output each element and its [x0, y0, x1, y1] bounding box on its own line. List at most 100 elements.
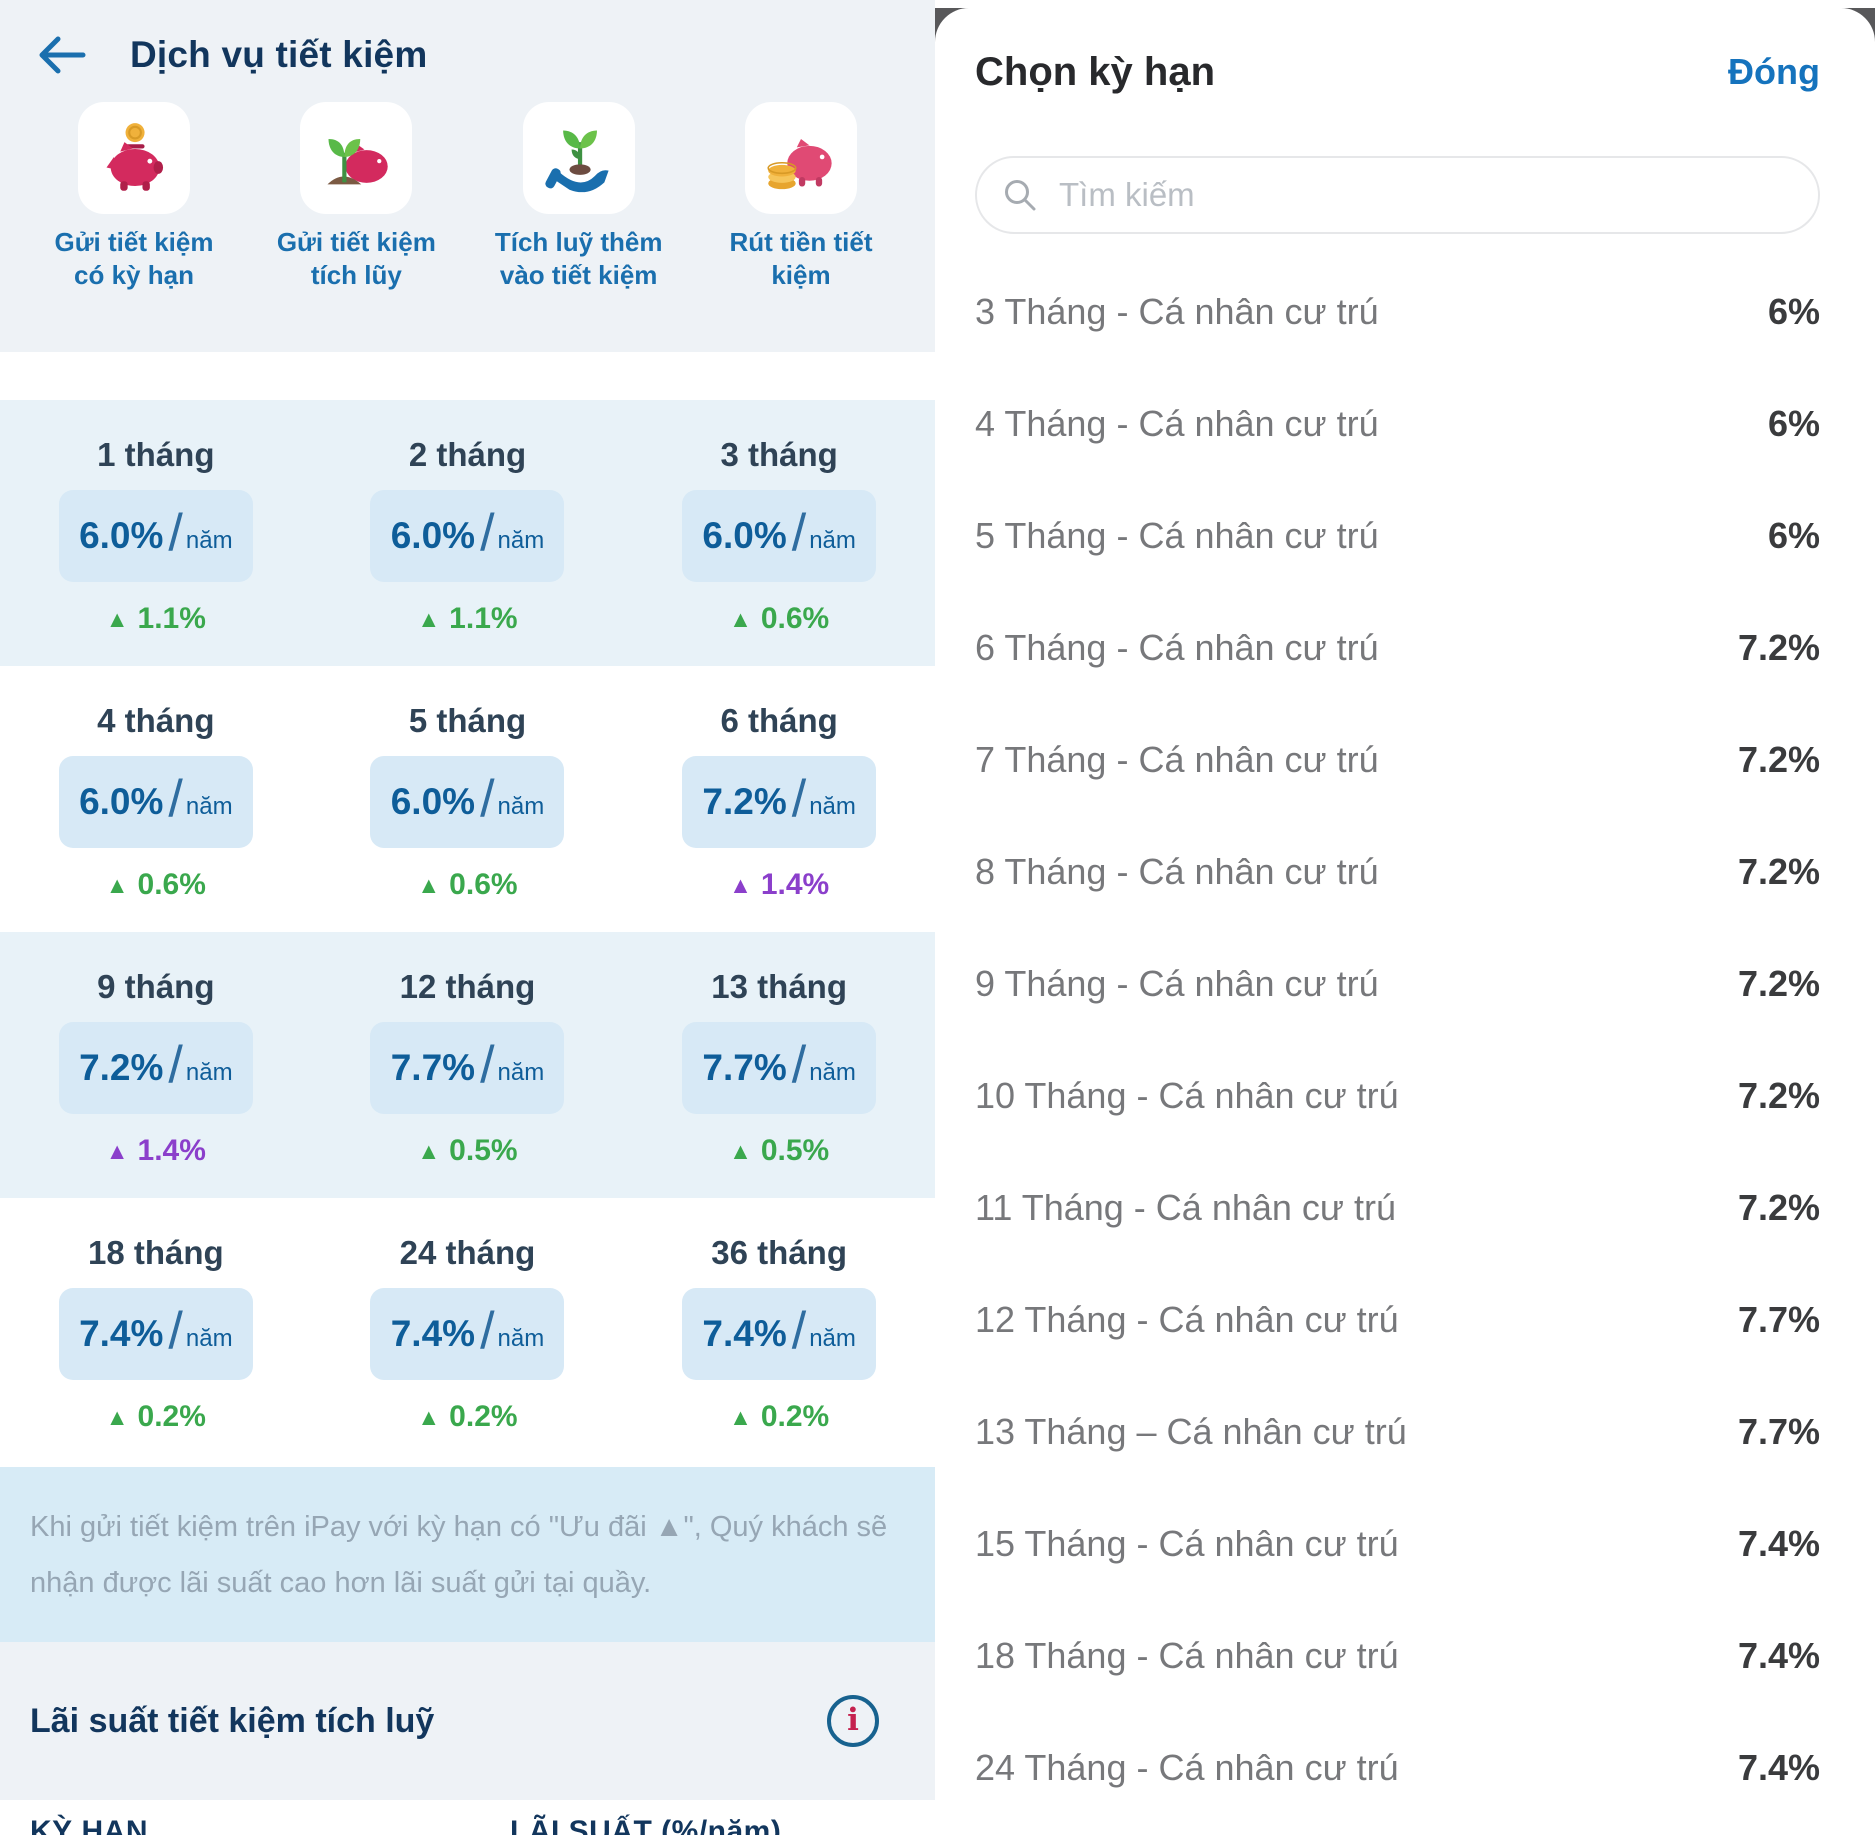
term-option[interactable]: 4 Tháng - Cá nhân cư trú 6%: [975, 368, 1820, 480]
info-icon[interactable]: i: [827, 1695, 879, 1747]
term-label: 2 tháng: [408, 436, 527, 473]
term-option[interactable]: 15 Tháng - Cá nhân cư trú 7.4%: [975, 1488, 1820, 1600]
rate-table-header: KỲ HẠN LÃI SUẤT (%/năm): [0, 1800, 935, 1835]
back-arrow-icon[interactable]: [36, 34, 88, 76]
term-option-label: 13 Tháng – Cá nhân cư trú: [975, 1411, 1407, 1452]
rate-cell: 36 tháng 7.4% / năm ▲ 0.2%: [623, 1198, 935, 1464]
triangle-up-icon: ▲: [729, 1137, 752, 1164]
triangle-up-icon: ▲: [729, 1403, 752, 1430]
page-title: Dịch vụ tiết kiệm: [130, 34, 428, 75]
accumulated-savings-section: Lãi suất tiết kiệm tích luỹ i: [0, 1642, 935, 1800]
rate-value: 7.4%: [79, 1313, 164, 1354]
rate-chip: 6.0% / năm: [370, 490, 565, 582]
table-header-term: KỲ HẠN: [30, 1815, 149, 1835]
term-option[interactable]: 5 Tháng - Cá nhân cư trú 6%: [975, 480, 1820, 592]
term-picker-sheet: Chọn kỳ hạn Đóng 3 Tháng - Cá nhân cư tr…: [935, 8, 1875, 1835]
rate-cell: 3 tháng 6.0% / năm ▲ 0.6%: [623, 400, 935, 666]
term-label: 24 tháng: [399, 1234, 536, 1271]
rate-row: 9 tháng 7.2% / năm ▲ 1.4% 12 tháng 7.7% …: [0, 932, 935, 1198]
term-option-rate: 7.2%: [1737, 1075, 1820, 1116]
term-label: 9 tháng: [97, 968, 215, 1005]
term-option[interactable]: 13 Tháng – Cá nhân cư trú 7.7%: [975, 1376, 1820, 1488]
rate-cell: 18 tháng 7.4% / năm ▲ 0.2%: [0, 1198, 312, 1464]
term-option-rate: 6%: [1767, 291, 1820, 332]
search-input[interactable]: [1059, 176, 1792, 214]
term-label: 1 tháng: [97, 436, 215, 473]
rate-delta: ▲ 1.1%: [417, 602, 518, 635]
triangle-up-icon: ▲: [729, 605, 752, 632]
triangle-up-icon: ▲: [105, 871, 129, 898]
rate-unit: năm: [497, 1325, 545, 1352]
rate-unit: năm: [809, 527, 856, 554]
term-option[interactable]: 18 Tháng - Cá nhân cư trú 7.4%: [975, 1600, 1820, 1712]
modal-header: Chọn kỳ hạn Đóng: [975, 8, 1820, 104]
term-label: 36 tháng: [711, 1234, 847, 1271]
rate-value: 7.7%: [702, 1047, 787, 1088]
term-option-label: 6 Tháng - Cá nhân cư trú: [975, 627, 1379, 668]
rate-value: 7.4%: [702, 1313, 787, 1354]
rate-value: 6.0%: [390, 781, 476, 822]
term-option[interactable]: 8 Tháng - Cá nhân cư trú 7.2%: [975, 816, 1820, 928]
rate-delta: ▲ 1.4%: [105, 1134, 206, 1167]
header: Dịch vụ tiết kiệm: [0, 0, 935, 76]
service-label: Rút tiền tiết kiệm: [729, 227, 873, 290]
rate-cell: 6 tháng 7.2% / năm ▲ 1.4%: [623, 666, 935, 932]
rate-unit: năm: [809, 1325, 856, 1352]
term-option[interactable]: 9 Tháng - Cá nhân cư trú 7.2%: [975, 928, 1820, 1040]
term-option[interactable]: 12 Tháng - Cá nhân cư trú 7.7%: [975, 1264, 1820, 1376]
rate-chip: 7.7% / năm: [370, 1022, 565, 1114]
term-option-label: 4 Tháng - Cá nhân cư trú: [975, 403, 1379, 444]
search-bar[interactable]: [975, 156, 1820, 234]
term-option[interactable]: 11 Tháng - Cá nhân cư trú 7.2%: [975, 1152, 1820, 1264]
rate-value: 6.0%: [702, 515, 787, 556]
term-label: 5 tháng: [408, 702, 527, 739]
rate-chip: 7.2% / năm: [58, 1022, 253, 1114]
rate-chip: 7.4% / năm: [370, 1288, 565, 1380]
term-option[interactable]: 6 Tháng - Cá nhân cư trú 7.2%: [975, 592, 1820, 704]
term-label: 6 tháng: [720, 702, 838, 739]
rate-delta: ▲ 0.6%: [729, 602, 830, 635]
triangle-up-icon: ▲: [105, 1403, 129, 1430]
rate-chip: 7.7% / năm: [682, 1022, 877, 1114]
term-option-label: 24 Tháng - Cá nhân cư trú: [975, 1747, 1399, 1788]
rate-value: 6.0%: [79, 515, 164, 556]
rate-delta: ▲ 0.5%: [729, 1134, 830, 1167]
close-button[interactable]: Đóng: [1728, 51, 1820, 92]
rate-delta: ▲ 1.1%: [105, 602, 206, 635]
service-item[interactable]: Gửi tiết kiệm có kỳ hạn: [30, 102, 238, 292]
triangle-up-icon: ▲: [105, 1137, 129, 1164]
term-option-label: 11 Tháng - Cá nhân cư trú: [975, 1187, 1397, 1228]
triangle-up-icon: ▲: [417, 871, 441, 898]
term-option-label: 3 Tháng - Cá nhân cư trú: [975, 291, 1379, 332]
service-label: Gửi tiết kiệm tích lũy: [276, 227, 436, 290]
term-option[interactable]: 24 Tháng - Cá nhân cư trú 7.4%: [975, 1712, 1820, 1824]
service-item[interactable]: Gửi tiết kiệm tích lũy: [252, 102, 460, 292]
service-label: Gửi tiết kiệm có kỳ hạn: [54, 227, 214, 290]
term-picker-modal: Chọn kỳ hạn Đóng 3 Tháng - Cá nhân cư tr…: [935, 8, 1875, 1835]
rate-unit: năm: [809, 793, 856, 820]
rate-cell: 2 tháng 6.0% / năm ▲ 1.1%: [312, 400, 624, 666]
triangle-up-icon: ▲: [417, 605, 441, 632]
rate-value: 7.7%: [390, 1047, 476, 1088]
savings-services-screen: Dịch vụ tiết kiệm Gửi tiết kiệm có kỳ hạ…: [0, 0, 935, 1835]
term-option[interactable]: 10 Tháng - Cá nhân cư trú 7.2%: [975, 1040, 1820, 1152]
rate-unit: năm: [809, 1059, 856, 1086]
rate-value: 7.4%: [390, 1313, 476, 1354]
term-option-rate: 7.2%: [1737, 851, 1820, 892]
term-option-rate: 6%: [1767, 403, 1820, 444]
rate-chip: 7.4% / năm: [682, 1288, 877, 1380]
rate-value: 7.2%: [702, 781, 787, 822]
rate-chip: 6.0% / năm: [58, 756, 253, 848]
accumulated-savings-title: Lãi suất tiết kiệm tích luỹ: [30, 1701, 435, 1740]
service-label: Tích luỹ thêm vào tiết kiệm: [494, 227, 663, 290]
term-option[interactable]: 7 Tháng - Cá nhân cư trú 7.2%: [975, 704, 1820, 816]
service-item[interactable]: Rút tiền tiết kiệm: [697, 102, 905, 292]
service-item[interactable]: Tích luỹ thêm vào tiết kiệm: [475, 102, 683, 292]
rate-chip: 7.2% / năm: [682, 756, 877, 848]
term-option[interactable]: 3 Tháng - Cá nhân cư trú 6%: [975, 256, 1820, 368]
rate-delta: ▲ 0.2%: [105, 1400, 206, 1433]
rate-chip: 6.0% / năm: [370, 756, 565, 848]
top-section: Dịch vụ tiết kiệm Gửi tiết kiệm có kỳ hạ…: [0, 0, 935, 352]
rate-unit: năm: [185, 793, 233, 820]
